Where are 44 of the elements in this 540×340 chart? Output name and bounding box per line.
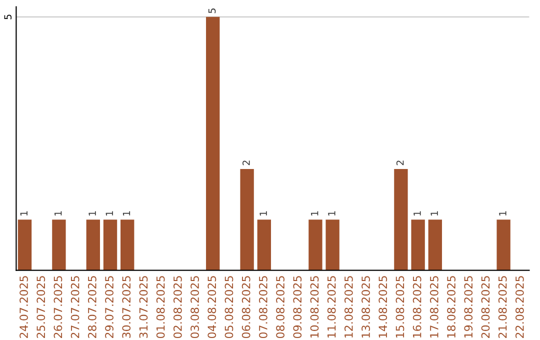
- data-label: 1: [430, 211, 438, 216]
- data-label: 2: [242, 160, 250, 166]
- x-tick-label: 31.07.2025: [139, 276, 148, 338]
- data-label: 1: [328, 211, 336, 216]
- x-tick-label: 21.08.2025: [498, 276, 507, 338]
- x-tick-label: 15.08.2025: [396, 276, 404, 338]
- x-tick-label: 14.08.2025: [378, 276, 388, 338]
- x-tick-label: 13.08.2025: [362, 276, 370, 338]
- x-tick-label: 09.08.2025: [293, 276, 302, 338]
- x-tick-label: 02.08.2025: [173, 276, 182, 338]
- data-label: 1: [122, 211, 130, 216]
- x-tick-label: 22.08.2025: [515, 276, 524, 338]
- x-tick-label: 07.08.2025: [258, 276, 268, 338]
- x-tick-label: 19.08.2025: [464, 276, 473, 338]
- data-label: 1: [54, 211, 62, 216]
- x-tick-label: 24.07.2025: [20, 276, 28, 338]
- data-label: 1: [499, 211, 506, 216]
- x-tick-label: 05.08.2025: [224, 276, 234, 338]
- data-label: 1: [20, 211, 28, 216]
- data-label: 1: [414, 211, 421, 216]
- x-tick-label: 29.07.2025: [105, 276, 114, 338]
- x-tick-label: 04.08.2025: [208, 276, 216, 338]
- x-tick-label: 27.07.2025: [70, 276, 80, 338]
- data-label: 1: [260, 211, 267, 216]
- x-tick-label: 08.08.2025: [276, 276, 284, 338]
- x-tick-label: 06.08.2025: [242, 276, 250, 338]
- x-tick-label: 20.08.2025: [481, 276, 490, 338]
- x-tick-label: 03.08.2025: [190, 276, 199, 338]
- x-tick-label: 11.08.2025: [327, 276, 336, 338]
- x-tick-label: 18.08.2025: [447, 276, 456, 338]
- x-tick-label: 12.08.2025: [344, 276, 353, 338]
- x-tick-label: 30.07.2025: [122, 276, 131, 338]
- x-tick-label: 25.07.2025: [36, 276, 46, 338]
- data-label: 1: [311, 211, 318, 216]
- data-label: 1: [106, 211, 113, 216]
- data-label: 2: [396, 160, 404, 166]
- x-tick-label: 10.08.2025: [310, 276, 319, 338]
- data-label: 1: [88, 211, 96, 216]
- x-tick-label: 01.08.2025: [156, 276, 165, 338]
- x-tick-label: 26.07.2025: [54, 276, 62, 338]
- x-tick-label: 17.08.2025: [430, 276, 438, 338]
- x-tick-label: 16.08.2025: [412, 276, 422, 338]
- data-label: 5: [208, 8, 216, 14]
- x-tick-label: 28.07.2025: [88, 276, 96, 338]
